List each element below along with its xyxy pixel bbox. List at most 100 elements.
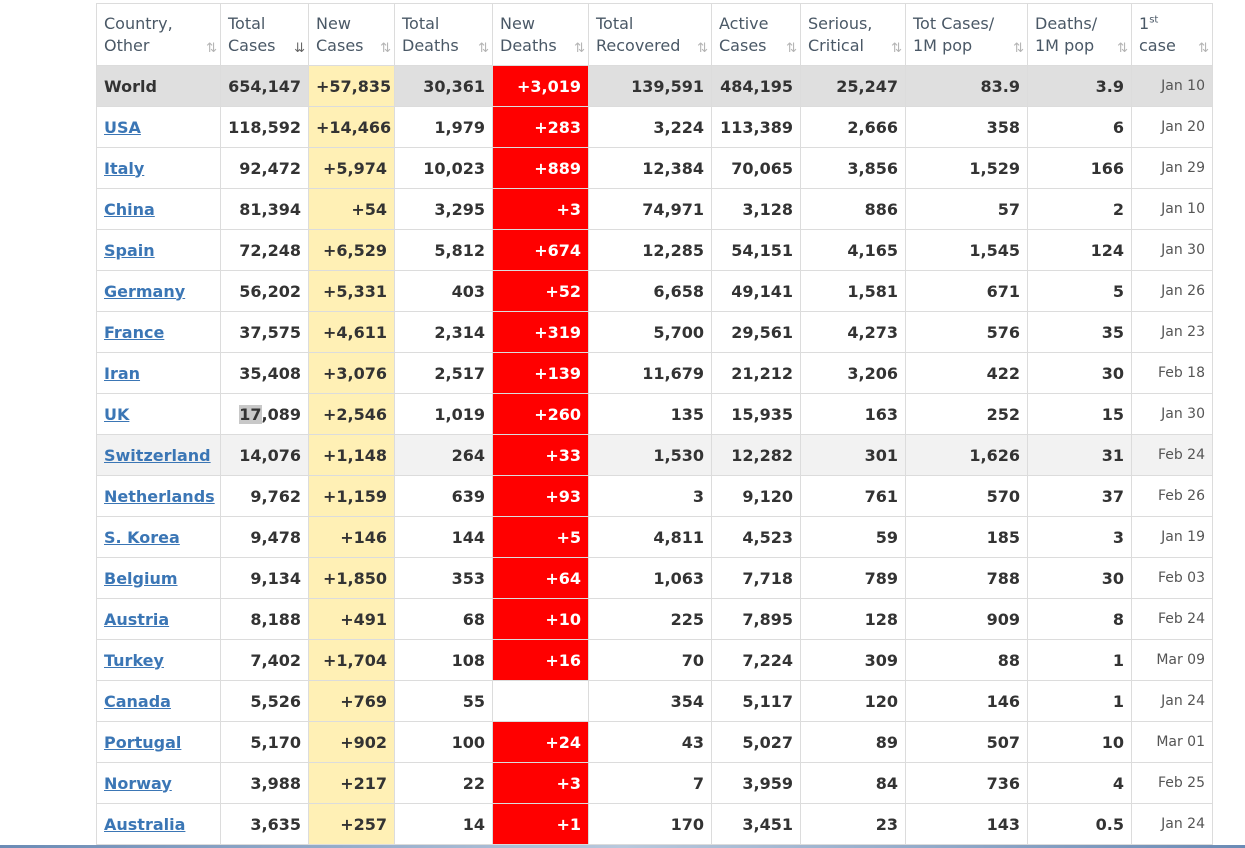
country-link[interactable]: Germany xyxy=(104,281,186,301)
cell-new-deaths: +16 xyxy=(492,639,589,681)
header-total-recovered[interactable]: Total Recovered ⇅ xyxy=(588,3,712,66)
cell-total-deaths: 2,314 xyxy=(394,311,493,353)
cell-tot-cases-per-1m: 1,545 xyxy=(905,229,1028,271)
header-line2: Critical xyxy=(808,35,864,55)
table-row: Austria 8,188 +491 68 +10 225 7,895 128 909 8 Feb … xyxy=(96,598,1213,640)
header-serious-critical[interactable]: Serious, Critical ⇅ xyxy=(800,3,906,66)
cell-first-case: Mar 01 xyxy=(1131,721,1213,763)
table-row: USA 118,592 +14,466 1,979 +283 3,224 113,389 2,… xyxy=(96,106,1213,148)
cell-deaths-per-1m: 4 xyxy=(1027,762,1132,804)
cell-new-deaths: +93 xyxy=(492,475,589,517)
sort-arrows-icon[interactable]: ⇅ xyxy=(380,41,391,56)
cell-total-deaths: 1,019 xyxy=(394,393,493,435)
header-line2: Recovered xyxy=(596,35,681,55)
cell-new-deaths: +64 xyxy=(492,557,589,599)
cell-total-recovered: 354 xyxy=(588,680,712,722)
country-link[interactable]: S. Korea xyxy=(104,527,180,547)
cell-new-cases: +5,331 xyxy=(308,270,395,312)
cell-country: S. Korea xyxy=(96,516,221,558)
cell-active-cases: 21,212 xyxy=(711,352,801,394)
cell-total-deaths: 30,361 xyxy=(394,65,493,107)
cell-new-cases: +1,148 xyxy=(308,434,395,476)
table-row: Canada 5,526 +769 55 354 5,117 120 146 1 Jan 24 xyxy=(96,680,1213,722)
sort-arrows-icon[interactable]: ⇅ xyxy=(1117,41,1128,56)
cell-first-case: Jan 20 xyxy=(1131,106,1213,148)
table-row: UK 17,089 +2,546 1,019 +260 135 15,935 163 252 15… xyxy=(96,393,1213,435)
header-first-case[interactable]: 1st case ⇅ xyxy=(1131,3,1213,66)
sort-arrows-icon[interactable]: ⇅ xyxy=(478,41,489,56)
cell-tot-cases-per-1m: 507 xyxy=(905,721,1028,763)
header-new-cases[interactable]: New Cases ⇅ xyxy=(308,3,395,66)
country-link[interactable]: Netherlands xyxy=(104,486,215,506)
cell-new-deaths: +3 xyxy=(492,762,589,804)
sort-desc-icon[interactable]: ⇊ xyxy=(294,41,305,56)
sort-arrows-icon[interactable]: ⇅ xyxy=(206,41,217,56)
cell-tot-cases-per-1m: 358 xyxy=(905,106,1028,148)
cell-deaths-per-1m: 31 xyxy=(1027,434,1132,476)
header-line2: Cases xyxy=(316,35,364,55)
header-tot-cases-per-1m[interactable]: Tot Cases/1M pop ⇅ xyxy=(905,3,1028,66)
cell-total-cases: 14,076 xyxy=(220,434,309,476)
cell-total-deaths: 5,812 xyxy=(394,229,493,271)
cell-new-deaths: +889 xyxy=(492,147,589,189)
country-link[interactable]: USA xyxy=(104,117,141,137)
sort-arrows-icon[interactable]: ⇅ xyxy=(891,41,902,56)
cell-serious-critical: 89 xyxy=(800,721,906,763)
cell-tot-cases-per-1m: 88 xyxy=(905,639,1028,681)
cell-serious-critical: 886 xyxy=(800,188,906,230)
cell-first-case: Jan 23 xyxy=(1131,311,1213,353)
header-line1: Active xyxy=(719,13,769,33)
sort-arrows-icon[interactable]: ⇅ xyxy=(1198,41,1209,56)
cell-total-cases: 9,478 xyxy=(220,516,309,558)
header-country[interactable]: Country, Other ⇅ xyxy=(96,3,221,66)
country-link[interactable]: China xyxy=(104,199,155,219)
country-link[interactable]: Spain xyxy=(104,240,155,260)
cell-first-case: Jan 26 xyxy=(1131,270,1213,312)
cell-first-case: Feb 24 xyxy=(1131,598,1213,640)
cell-text: ,089 xyxy=(261,404,301,424)
header-line1: Tot Cases/ xyxy=(913,13,995,33)
cell-serious-critical: 120 xyxy=(800,680,906,722)
cell-deaths-per-1m: 0.5 xyxy=(1027,803,1132,845)
covid-cases-table: Country, Other ⇅ Total Cases ⇊ New Cases ⇅ Total D… xyxy=(96,3,1213,845)
header-new-deaths[interactable]: New Deaths ⇅ xyxy=(492,3,589,66)
country-link[interactable]: Iran xyxy=(104,363,141,383)
cell-tot-cases-per-1m: 1,626 xyxy=(905,434,1028,476)
cell-first-case: Feb 03 xyxy=(1131,557,1213,599)
country-link[interactable]: Switzerland xyxy=(104,445,211,465)
cell-total-cases: 37,575 xyxy=(220,311,309,353)
sort-arrows-icon[interactable]: ⇅ xyxy=(786,41,797,56)
country-link[interactable]: Austria xyxy=(104,609,170,629)
header-total-cases[interactable]: Total Cases ⇊ xyxy=(220,3,309,66)
header-total-deaths[interactable]: Total Deaths ⇅ xyxy=(394,3,493,66)
cell-deaths-per-1m: 30 xyxy=(1027,557,1132,599)
country-link[interactable]: Canada xyxy=(104,691,171,711)
cell-active-cases: 7,718 xyxy=(711,557,801,599)
sort-arrows-icon[interactable]: ⇅ xyxy=(697,41,708,56)
cell-new-deaths: +3 xyxy=(492,188,589,230)
cell-total-deaths: 3,295 xyxy=(394,188,493,230)
cell-total-cases: 5,170 xyxy=(220,721,309,763)
country-link[interactable]: Norway xyxy=(104,773,172,793)
country-link[interactable]: Italy xyxy=(104,158,145,178)
country-link[interactable]: Portugal xyxy=(104,732,182,752)
country-link[interactable]: Australia xyxy=(104,814,186,834)
cell-tot-cases-per-1m: 671 xyxy=(905,270,1028,312)
header-line1: Country, xyxy=(104,13,173,33)
header-line1: Deaths/ xyxy=(1035,13,1098,33)
cell-deaths-per-1m: 3 xyxy=(1027,516,1132,558)
cell-total-recovered: 74,971 xyxy=(588,188,712,230)
cell-new-deaths: +52 xyxy=(492,270,589,312)
cell-new-deaths: +674 xyxy=(492,229,589,271)
sort-arrows-icon[interactable]: ⇅ xyxy=(1013,41,1024,56)
country-link[interactable]: Turkey xyxy=(104,650,164,670)
cell-new-cases: +54 xyxy=(308,188,395,230)
country-link[interactable]: UK xyxy=(104,404,130,424)
country-link[interactable]: France xyxy=(104,322,165,342)
header-deaths-per-1m[interactable]: Deaths/1M pop ⇅ xyxy=(1027,3,1132,66)
table-row: Turkey 7,402 +1,704 108 +16 70 7,224 309 88 1 Mar … xyxy=(96,639,1213,681)
header-active-cases[interactable]: Active Cases ⇅ xyxy=(711,3,801,66)
sort-arrows-icon[interactable]: ⇅ xyxy=(574,41,585,56)
country-link[interactable]: Belgium xyxy=(104,568,178,588)
cell-active-cases: 15,935 xyxy=(711,393,801,435)
